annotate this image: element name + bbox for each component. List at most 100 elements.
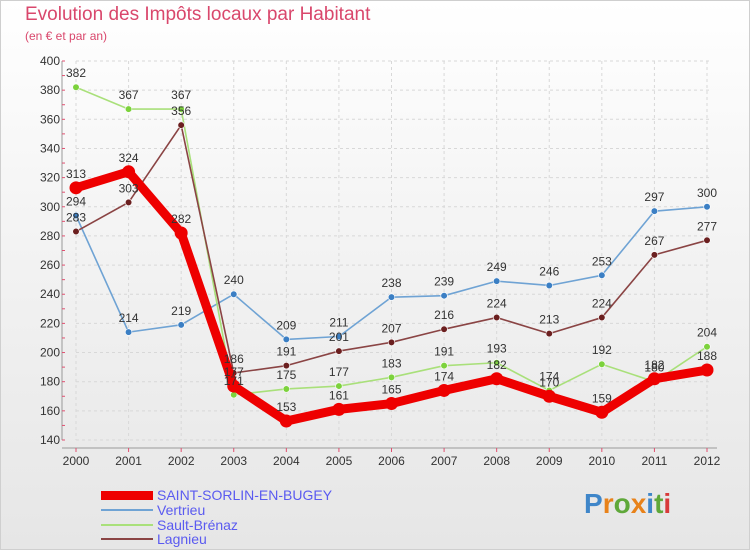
y-tick-label: 380 bbox=[40, 83, 60, 97]
legend-label-saint-sorlin: SAINT-SORLIN-EN-BUGEY bbox=[157, 487, 333, 503]
data-label: 207 bbox=[381, 321, 401, 335]
data-label: 161 bbox=[329, 388, 349, 402]
y-tick-label: 360 bbox=[40, 112, 60, 126]
data-labels: 313 324 282 177 153 161 165 174 182 170 159 182 188 2… bbox=[66, 66, 717, 414]
data-label: 153 bbox=[276, 400, 296, 414]
legend-item-saint-sorlin[interactable]: SAINT-SORLIN-EN-BUGEY bbox=[101, 487, 332, 503]
logo-letter: o bbox=[613, 488, 631, 519]
data-label: 277 bbox=[697, 219, 717, 233]
data-point bbox=[703, 236, 711, 244]
x-tick-label: 2000 bbox=[63, 454, 90, 468]
x-tick-label: 2012 bbox=[694, 454, 721, 468]
x-tick-label: 2004 bbox=[273, 454, 300, 468]
data-point bbox=[282, 385, 290, 393]
data-point bbox=[122, 165, 136, 179]
chart-title: Evolution des Impôts locaux par Habitant bbox=[25, 4, 371, 25]
data-point bbox=[282, 335, 290, 344]
legend-item-sault-brenaz[interactable]: Sault-Brénaz bbox=[101, 517, 238, 533]
x-tick-label: 2011 bbox=[642, 454, 668, 468]
data-point bbox=[282, 362, 290, 370]
logo-letter: x bbox=[630, 488, 647, 519]
axes: 140 160 180 200 220 240 260 280 300 320 340 360 380 4… bbox=[40, 54, 721, 468]
data-label: 356 bbox=[171, 104, 191, 118]
data-point bbox=[703, 343, 711, 351]
data-label: 224 bbox=[592, 297, 612, 311]
x-tick-label: 2002 bbox=[168, 454, 195, 468]
data-label: 174 bbox=[434, 369, 454, 383]
data-label: 193 bbox=[487, 342, 507, 356]
data-label: 216 bbox=[434, 308, 454, 322]
y-tick-label: 240 bbox=[40, 287, 60, 301]
data-point bbox=[490, 372, 504, 386]
y-tick-label: 180 bbox=[40, 375, 60, 389]
data-label: 177 bbox=[224, 365, 244, 379]
logo-letter: t bbox=[654, 488, 664, 519]
proxiti-logo: Proxiti bbox=[584, 488, 671, 520]
data-label: 191 bbox=[434, 345, 454, 359]
logo-letter: r bbox=[602, 488, 614, 519]
legend-label-sault-brenaz: Sault-Brénaz bbox=[157, 517, 238, 533]
legend-swatch-saint-sorlin bbox=[101, 490, 153, 500]
data-point bbox=[72, 227, 80, 236]
data-label: 177 bbox=[329, 365, 349, 379]
data-point bbox=[69, 181, 83, 195]
data-label: 182 bbox=[487, 358, 507, 372]
legend-label-lagnieu: Lagnieu bbox=[157, 531, 207, 547]
data-point bbox=[387, 373, 396, 381]
legend-swatch-sault-brenaz bbox=[101, 524, 153, 526]
data-point bbox=[335, 382, 343, 390]
data-point bbox=[545, 281, 553, 290]
y-tick-label: 140 bbox=[40, 433, 60, 447]
data-point bbox=[335, 347, 343, 355]
data-point bbox=[332, 402, 346, 416]
legend-label-vertrieu: Vertrieu bbox=[157, 502, 206, 518]
data-label: 249 bbox=[487, 260, 507, 274]
x-tick-label: 2003 bbox=[220, 454, 247, 468]
data-point bbox=[437, 383, 451, 397]
data-point bbox=[387, 293, 396, 301]
data-point bbox=[545, 329, 553, 338]
data-point bbox=[177, 121, 185, 129]
data-label: 191 bbox=[276, 345, 296, 359]
data-label: 174 bbox=[539, 369, 559, 383]
data-point bbox=[493, 277, 501, 285]
data-point bbox=[542, 389, 556, 403]
data-label: 188 bbox=[697, 349, 717, 363]
data-point bbox=[440, 362, 448, 370]
data-label: 180 bbox=[644, 361, 664, 375]
data-label: 313 bbox=[66, 167, 86, 181]
legend-item-lagnieu[interactable]: Lagnieu bbox=[101, 531, 207, 547]
chart-subtitle: (en € et par an) bbox=[25, 29, 108, 43]
data-label: 224 bbox=[487, 297, 507, 311]
data-label: 170 bbox=[539, 375, 559, 389]
data-point bbox=[177, 321, 185, 329]
data-label: 175 bbox=[276, 368, 296, 382]
data-label: 192 bbox=[592, 343, 612, 357]
data-label: 367 bbox=[171, 88, 191, 102]
data-label: 283 bbox=[66, 211, 86, 225]
data-point bbox=[440, 292, 448, 300]
legend-item-vertrieu[interactable]: Vertrieu bbox=[101, 502, 205, 518]
data-label: 204 bbox=[697, 326, 717, 340]
logo-letter: i bbox=[646, 488, 655, 519]
data-label: 219 bbox=[171, 304, 191, 318]
data-point bbox=[700, 363, 714, 377]
data-label: 267 bbox=[644, 234, 664, 248]
x-tick-label: 2008 bbox=[483, 454, 510, 468]
data-point bbox=[493, 313, 501, 322]
data-point bbox=[177, 105, 185, 113]
y-tick-label: 340 bbox=[40, 141, 60, 155]
logo-letter: i bbox=[663, 488, 672, 519]
data-label: 240 bbox=[224, 273, 244, 287]
data-label: 294 bbox=[66, 195, 86, 209]
data-label: 171 bbox=[224, 374, 244, 388]
data-label: 201 bbox=[329, 330, 349, 344]
x-tick-label: 2010 bbox=[588, 454, 615, 468]
x-tick-label: 2009 bbox=[536, 454, 563, 468]
data-label: 300 bbox=[697, 186, 717, 200]
data-point bbox=[72, 211, 80, 220]
data-label: 297 bbox=[644, 190, 664, 204]
data-point bbox=[598, 271, 606, 279]
